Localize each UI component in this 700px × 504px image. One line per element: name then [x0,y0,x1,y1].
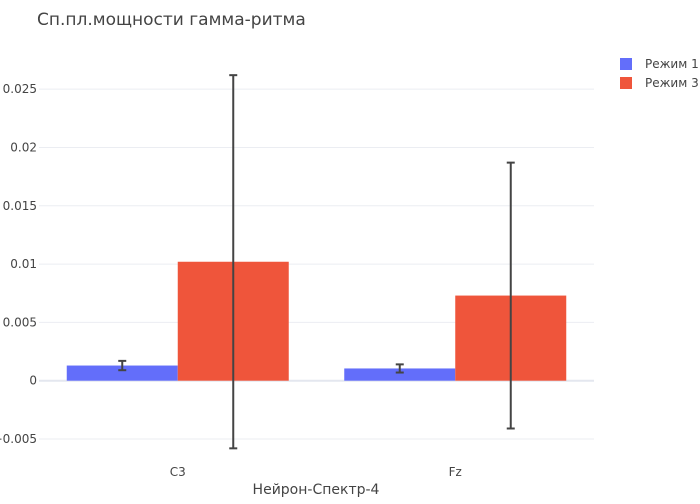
x-tick-label: C3 [170,465,186,479]
x-tick-label: Fz [449,465,462,479]
x-tick-labels: C3 Fz [170,465,462,479]
legend-swatch [620,58,632,70]
y-tick-labels: −0.005 0 0.005 0.01 0.015 0.02 0.025 [0,82,37,446]
y-tick-label: 0 [29,374,37,388]
legend[interactable]: Режим 1 Режим 3 [620,57,699,90]
error-bar [506,161,515,430]
legend-label: Режим 3 [645,76,699,90]
y-tick-label: 0.005 [3,315,37,329]
bar-режим-1-fz[interactable] [344,368,456,381]
y-tick-label: 0.025 [3,82,37,96]
legend-swatch [620,77,632,89]
legend-label: Режим 1 [645,57,699,71]
bar-режим-1-c3[interactable] [66,365,178,381]
bars [66,261,567,381]
error-bar [229,74,238,450]
legend-item[interactable]: Режим 1 [620,57,699,71]
y-tick-label: 0.02 [10,140,37,154]
error-bars [118,74,515,450]
error-bar [118,359,127,372]
y-tick-label: 0.01 [10,257,37,271]
error-bar [395,363,404,374]
x-axis-title: Нейрон-Спектр-4 [253,482,380,498]
y-tick-label: −0.005 [0,432,37,446]
chart-title: Сп.пл.мощности гамма-ритма [37,10,306,30]
y-tick-label: 0.015 [3,199,37,213]
legend-item[interactable]: Режим 3 [620,76,699,90]
